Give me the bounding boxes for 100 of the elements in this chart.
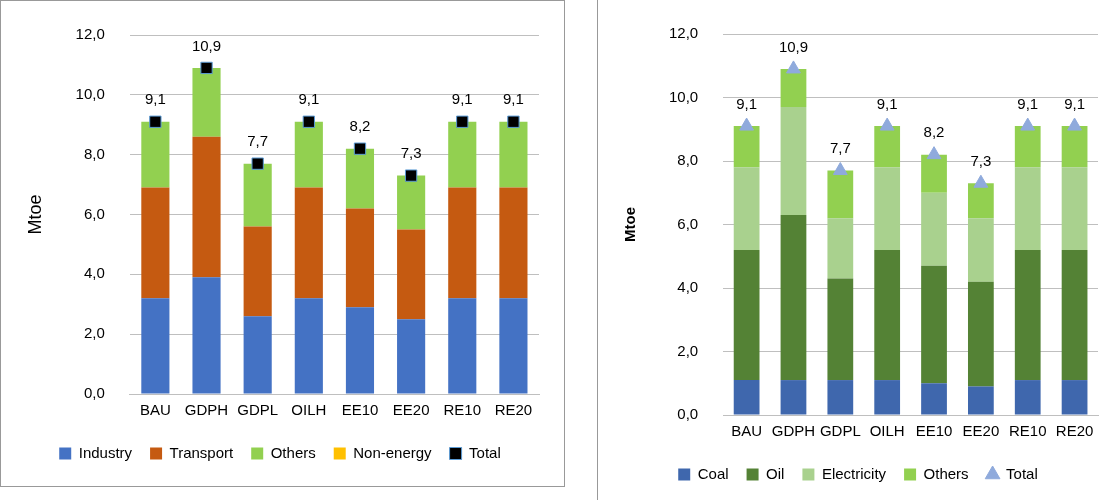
point bbox=[1020, 117, 1036, 131]
bar bbox=[243, 163, 272, 227]
bar bbox=[499, 121, 528, 188]
data-label: 7,7 bbox=[247, 132, 269, 150]
bar bbox=[345, 307, 375, 394]
bar bbox=[921, 154, 947, 193]
x-tick-label: RE20 bbox=[494, 401, 533, 419]
y-tick-label: 10,0 bbox=[668, 87, 699, 105]
point bbox=[353, 142, 367, 155]
data-label: 9,1 bbox=[298, 90, 320, 108]
x-tick-label: GDPH bbox=[771, 422, 816, 440]
bar bbox=[397, 319, 426, 394]
bar bbox=[921, 265, 947, 384]
bar bbox=[780, 380, 807, 415]
data-label: 9,1 bbox=[1017, 94, 1039, 112]
y-tick-label: 10,0 bbox=[75, 84, 105, 102]
data-label: 10,9 bbox=[778, 37, 809, 55]
bar bbox=[874, 380, 901, 415]
bar bbox=[780, 214, 807, 381]
data-label: 9,1 bbox=[502, 90, 524, 108]
legend-label: Non-energy bbox=[353, 443, 433, 461]
bar bbox=[499, 187, 528, 299]
bar bbox=[243, 316, 272, 394]
y-tick-label: 6,0 bbox=[83, 204, 105, 222]
point bbox=[739, 117, 755, 131]
point bbox=[1067, 117, 1082, 131]
bar bbox=[1061, 249, 1088, 381]
bar bbox=[733, 249, 760, 381]
x-tick-label: OILH bbox=[869, 422, 905, 440]
bar bbox=[827, 380, 854, 415]
data-label: 8,2 bbox=[349, 117, 371, 135]
legend-label: Oil bbox=[766, 464, 785, 482]
y-tick-label: 12,0 bbox=[75, 25, 105, 43]
y-tick-label: 8,0 bbox=[83, 144, 105, 162]
bar bbox=[733, 126, 760, 168]
data-label: 7,3 bbox=[970, 151, 992, 169]
y-axis-title: Mtoe bbox=[24, 194, 45, 235]
bar bbox=[141, 121, 170, 188]
bar bbox=[827, 218, 854, 279]
x-tick-label: BAU bbox=[731, 422, 763, 440]
x-tick-label: EE10 bbox=[341, 401, 379, 419]
y-axis-title: Mtoe bbox=[621, 207, 639, 242]
x-tick-label: GDPL bbox=[819, 422, 861, 440]
bar bbox=[397, 175, 426, 230]
bar bbox=[827, 170, 854, 219]
bar bbox=[345, 208, 375, 308]
data-label: 9,1 bbox=[876, 94, 898, 112]
bar bbox=[243, 226, 272, 317]
x-tick-label: BAU bbox=[139, 401, 171, 419]
y-tick-label: 12,0 bbox=[668, 24, 699, 42]
point bbox=[832, 162, 848, 176]
bar bbox=[1014, 380, 1041, 415]
bar bbox=[294, 187, 323, 299]
data-label: 9,1 bbox=[736, 94, 758, 112]
x-tick-label: OILH bbox=[291, 401, 327, 419]
x-tick-label: EE10 bbox=[915, 422, 953, 440]
bar bbox=[921, 383, 947, 415]
bar bbox=[448, 121, 477, 188]
bar bbox=[967, 183, 994, 219]
legend-label: Electricity bbox=[821, 464, 887, 482]
y-tick-label: 0,0 bbox=[83, 384, 105, 402]
y-tick-label: 2,0 bbox=[83, 324, 105, 342]
data-label: 9,1 bbox=[451, 90, 473, 108]
bar bbox=[192, 277, 221, 394]
bar bbox=[1061, 380, 1088, 415]
data-label: 9,1 bbox=[144, 90, 166, 108]
bar bbox=[141, 187, 170, 299]
bar bbox=[780, 107, 807, 215]
y-tick-label: 6,0 bbox=[677, 214, 699, 232]
y-tick-label: 0,0 bbox=[677, 405, 699, 423]
point bbox=[200, 61, 213, 75]
bar bbox=[874, 126, 901, 168]
point bbox=[404, 169, 418, 182]
y-tick-label: 2,0 bbox=[677, 341, 699, 359]
bar bbox=[733, 380, 760, 415]
point bbox=[973, 174, 989, 188]
point bbox=[456, 115, 469, 128]
bar bbox=[1014, 167, 1041, 250]
bar bbox=[499, 298, 528, 394]
data-label: 7,3 bbox=[400, 144, 422, 162]
bar bbox=[294, 298, 323, 394]
bar bbox=[1061, 126, 1088, 168]
bar bbox=[827, 278, 854, 381]
bar bbox=[345, 148, 375, 209]
bar bbox=[967, 218, 994, 282]
bar bbox=[921, 192, 947, 266]
bar bbox=[874, 249, 901, 381]
bar bbox=[1014, 126, 1041, 168]
legend-label: Coal bbox=[697, 464, 729, 482]
bar bbox=[874, 167, 901, 250]
point bbox=[302, 115, 315, 128]
legend-label: Others bbox=[923, 464, 969, 482]
data-label: 9,1 bbox=[1064, 94, 1085, 112]
legend-label: Industry bbox=[78, 443, 133, 461]
bar bbox=[294, 121, 323, 188]
data-label: 7,7 bbox=[829, 139, 851, 157]
point bbox=[926, 146, 942, 160]
x-tick-label: RE10 bbox=[443, 401, 482, 419]
data-label: 10,9 bbox=[191, 36, 222, 54]
point bbox=[786, 60, 801, 74]
